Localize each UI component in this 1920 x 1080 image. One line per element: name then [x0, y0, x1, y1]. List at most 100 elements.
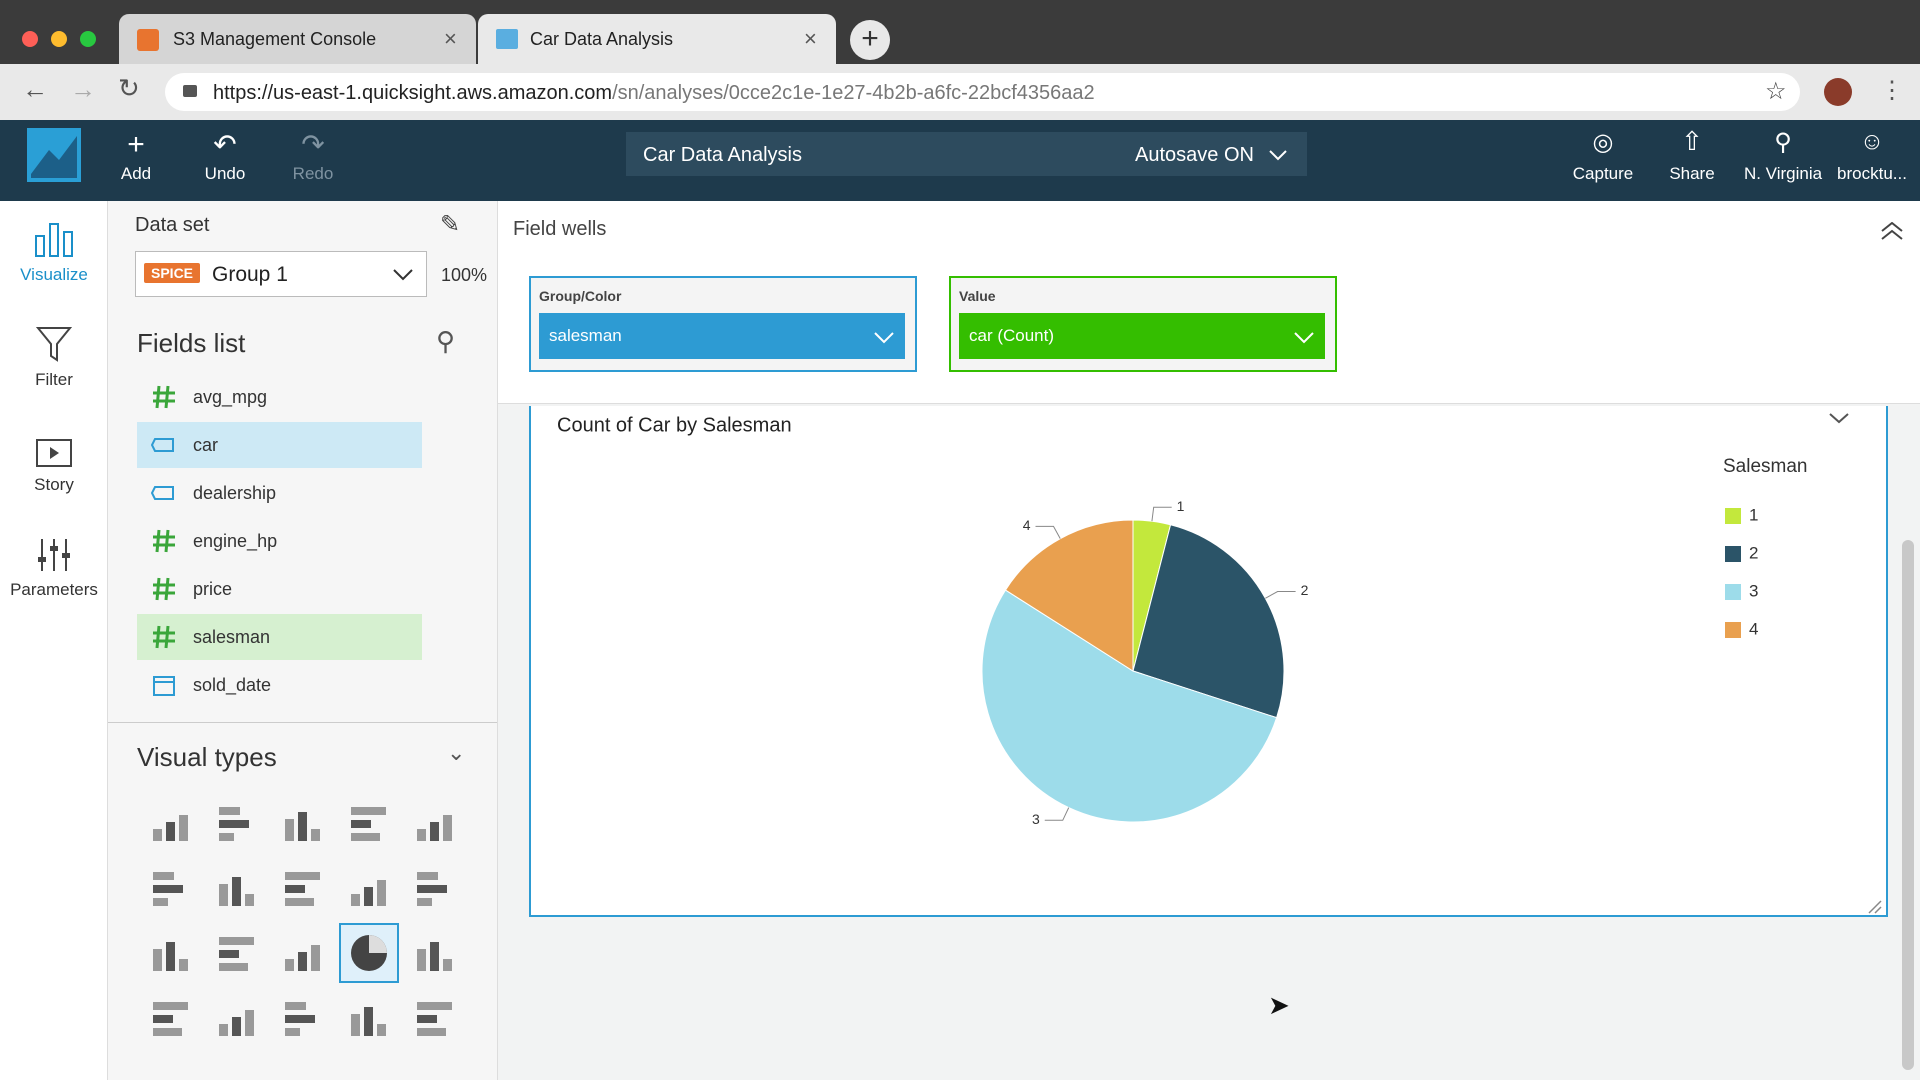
- region-button[interactable]: N. Virginia: [1743, 164, 1823, 183]
- field-item[interactable]: price: [137, 566, 422, 612]
- field-item[interactable]: engine_hp: [137, 518, 422, 564]
- visual-type-option[interactable]: [285, 872, 320, 906]
- reload-button[interactable]: ↻: [118, 73, 140, 103]
- visual-type-option[interactable]: [417, 872, 447, 906]
- visual-type-option[interactable]: [219, 937, 254, 971]
- analysis-name-box[interactable]: Car Data Analysis Autosave ON: [626, 132, 1307, 176]
- slice-label: 3: [1032, 811, 1040, 827]
- url-path: /sn/analyses/0cce2c1e-1e27-4b2b-a6fc-22b…: [612, 82, 1095, 104]
- redo-button[interactable]: Redo: [292, 164, 334, 183]
- icon-bar: [232, 1017, 241, 1036]
- icon-bar: [417, 1002, 452, 1010]
- field-item[interactable]: sold_date: [137, 662, 422, 708]
- visual-type-option[interactable]: [351, 880, 386, 906]
- field-type-icon: [153, 385, 175, 409]
- visual-type-option[interactable]: [351, 1007, 386, 1036]
- back-button[interactable]: ←: [22, 74, 48, 104]
- icon-bar: [285, 959, 294, 971]
- nav-visualize[interactable]: Visualize: [20, 265, 88, 284]
- field-item[interactable]: car: [137, 422, 422, 468]
- visual-type-option[interactable]: [285, 1002, 315, 1036]
- icon-bar: [285, 885, 305, 893]
- field-type-icon: [153, 529, 175, 553]
- scrollbar[interactable]: [1902, 540, 1914, 1070]
- visual-type-option[interactable]: [219, 1010, 254, 1036]
- visual-type-option[interactable]: [285, 945, 320, 971]
- nav-parameters[interactable]: Parameters: [10, 580, 98, 599]
- well-field[interactable]: salesman: [539, 313, 905, 359]
- add-button[interactable]: Add: [120, 164, 152, 183]
- icon-bar: [417, 885, 447, 893]
- nav-story[interactable]: Story: [34, 475, 74, 494]
- visual-menu[interactable]: [1829, 413, 1849, 424]
- hash-stroke: [155, 625, 161, 649]
- bookmark-star[interactable]: ☆: [1765, 78, 1787, 105]
- hash-stroke: [164, 625, 170, 649]
- edit-dataset[interactable]: ✎: [440, 211, 461, 238]
- icon-bar: [443, 815, 452, 841]
- tab-title: S3 Management Console: [173, 29, 377, 49]
- chart-title: Count of Car by Salesman: [557, 414, 792, 436]
- visual-type-option[interactable]: [339, 923, 399, 983]
- field-item[interactable]: dealership: [137, 470, 422, 516]
- well-field[interactable]: car (Count): [959, 313, 1325, 359]
- visual-type-option[interactable]: [417, 942, 452, 971]
- region-icon: ⚲: [1774, 129, 1792, 156]
- visual-type-option[interactable]: [219, 877, 254, 906]
- visual-type-option[interactable]: [153, 942, 188, 971]
- url-bar[interactable]: https://us-east-1.quicksight.aws.amazon.…: [165, 73, 1800, 111]
- browser-tab[interactable]: S3 Management Console ×: [119, 14, 476, 64]
- tab-close[interactable]: ×: [444, 26, 457, 51]
- icon-bar: [298, 952, 307, 971]
- new-tab[interactable]: +: [850, 20, 890, 60]
- profile-avatar[interactable]: [1824, 78, 1852, 106]
- redo-icon: ↷: [301, 129, 325, 160]
- icon-knob: [50, 546, 58, 551]
- field-item[interactable]: avg_mpg: [137, 374, 422, 420]
- lock-icon: [183, 85, 197, 97]
- icon-bar: [430, 822, 439, 841]
- icon-bar: [364, 1007, 373, 1036]
- visual-type-option[interactable]: [417, 815, 452, 841]
- legend-label: 4: [1749, 619, 1758, 638]
- collapse-visual-types[interactable]: ⌄: [447, 740, 466, 765]
- share-button[interactable]: Share: [1669, 164, 1715, 183]
- legend-swatch: [1725, 584, 1741, 600]
- visual-type-option[interactable]: [153, 815, 188, 841]
- group-color-well: Group/Color salesman: [529, 276, 917, 372]
- user-menu[interactable]: brocktu...: [1837, 164, 1907, 183]
- tab-close[interactable]: ×: [804, 26, 817, 51]
- capture-button[interactable]: Capture: [1572, 164, 1634, 183]
- dataset-dropdown[interactable]: SPICE Group 1: [135, 251, 427, 297]
- pie-chart: Count of Car by Salesman Salesman 1 2 3 4 1 2…: [557, 413, 1882, 914]
- field-name: sold_date: [193, 675, 272, 695]
- visual-type-option[interactable]: [153, 872, 183, 906]
- visual-type-option[interactable]: [153, 1002, 188, 1036]
- visual-type-option[interactable]: [285, 812, 320, 841]
- field-type-icon: [153, 676, 175, 696]
- minimize-window[interactable]: [51, 31, 67, 47]
- icon-funnel: [36, 327, 72, 362]
- icon-knob: [38, 557, 46, 562]
- undo-button[interactable]: Undo: [204, 164, 246, 183]
- collapse-field-wells[interactable]: [1880, 222, 1904, 240]
- close-window[interactable]: [22, 31, 38, 47]
- nav-filter[interactable]: Filter: [35, 370, 73, 389]
- well-field-name: salesman: [549, 326, 622, 345]
- forward-button[interactable]: →: [70, 74, 96, 104]
- maximize-window[interactable]: [80, 31, 96, 47]
- icon-bar: [245, 894, 254, 906]
- browser-menu[interactable]: ⋮: [1880, 77, 1904, 104]
- visual-type-option[interactable]: [351, 807, 386, 841]
- autosave-toggle[interactable]: Autosave ON: [1135, 144, 1254, 166]
- icon-bar: [351, 894, 360, 906]
- visual-type-option[interactable]: [219, 807, 249, 841]
- quicksight-logo[interactable]: [27, 128, 81, 182]
- search-fields[interactable]: ⚲: [436, 326, 456, 356]
- visual-type-option[interactable]: [417, 1002, 452, 1036]
- icon-bar: [153, 949, 162, 971]
- browser-tab-active[interactable]: Car Data Analysis ×: [478, 14, 836, 64]
- icon-frame: [36, 439, 72, 467]
- field-item[interactable]: salesman: [137, 614, 422, 660]
